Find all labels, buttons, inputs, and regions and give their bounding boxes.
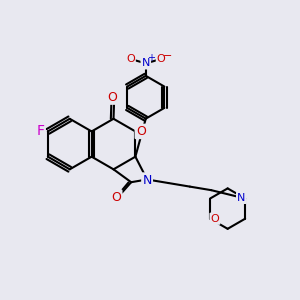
Text: −: − <box>163 51 172 61</box>
Text: O: O <box>136 125 146 138</box>
Text: O: O <box>157 54 166 64</box>
Text: O: O <box>211 214 219 224</box>
Text: N: N <box>237 193 245 203</box>
Text: O: O <box>111 190 121 204</box>
Text: O: O <box>107 91 117 103</box>
Text: +: + <box>146 53 154 63</box>
Text: N: N <box>142 58 150 68</box>
Text: N: N <box>142 174 152 187</box>
Text: F: F <box>36 124 44 138</box>
Text: O: O <box>126 54 135 64</box>
